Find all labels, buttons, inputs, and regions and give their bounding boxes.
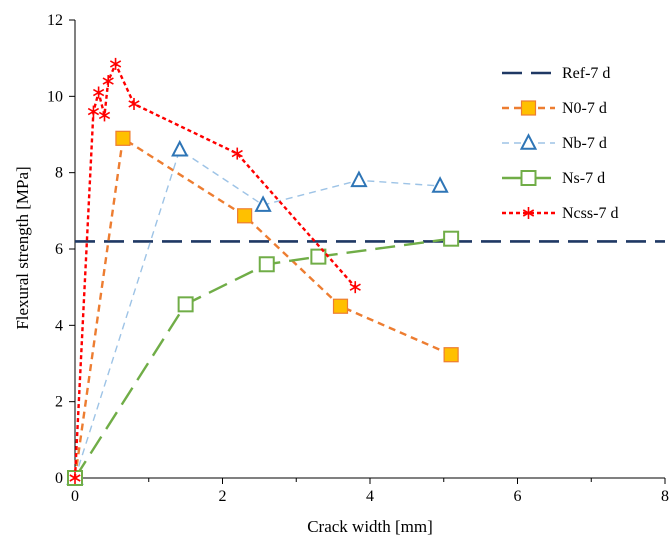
- legend-entry: Ns-7 d: [502, 170, 605, 187]
- legend-entry: Nb-7 d: [502, 133, 607, 152]
- asterisk-stroke: [98, 111, 111, 120]
- legend-entry: Ncss-7 d: [502, 205, 618, 222]
- legend-entry: N0-7 d: [502, 100, 607, 117]
- y-tick-label: 0: [55, 470, 63, 487]
- series-line: [74, 148, 441, 479]
- data-point-square: [443, 347, 459, 363]
- data-point-asterisk: [87, 105, 100, 118]
- y-axis-title: Flexural strength [MPa]: [13, 166, 32, 329]
- series-nb-7-d: [66, 139, 449, 485]
- legend-label: Nb-7 d: [562, 135, 607, 152]
- x-axis-title: Crack width [mm]: [307, 517, 433, 536]
- legend-label: Ncss-7 d: [562, 205, 618, 222]
- data-point-asterisk: [128, 97, 140, 110]
- data-point-square-open: [258, 256, 275, 273]
- legend-label: Ref-7 d: [562, 65, 610, 82]
- legend-label: N0-7 d: [562, 100, 607, 117]
- plot-frame: [74, 20, 665, 479]
- series-layer: [66, 57, 665, 486]
- asterisk-stroke: [92, 88, 105, 97]
- asterisk-stroke: [69, 474, 81, 482]
- x-tick-label: 8: [661, 488, 669, 505]
- y-tick-label: 6: [55, 241, 63, 258]
- data-point-square: [520, 100, 537, 116]
- x-tick-label: 6: [514, 488, 522, 505]
- legend: Ref-7 d N0-7 d Nb-7 d Ns-7 d Ncss-7 d: [502, 65, 618, 222]
- data-point-asterisk: [349, 281, 361, 294]
- data-point-asterisk: [109, 57, 122, 70]
- data-point-triangle: [519, 133, 538, 150]
- series-line: [73, 136, 452, 479]
- data-point-square-open: [520, 170, 537, 186]
- asterisk-stroke: [349, 283, 361, 291]
- asterisk-stroke: [128, 100, 140, 108]
- asterisk-stroke: [87, 107, 100, 116]
- data-point-asterisk: [231, 147, 243, 160]
- x-tick-label: 2: [219, 488, 227, 505]
- data-point-asterisk: [522, 207, 535, 219]
- series-line: [73, 60, 357, 479]
- series-n0-7-d: [67, 130, 459, 486]
- y-tick-label: 12: [47, 12, 63, 29]
- data-point-square-open: [310, 248, 327, 265]
- y-tick-label: 4: [55, 317, 63, 334]
- axis-ticks: 0 2 4 6 8 10 12 0 2 4 6 8: [47, 12, 669, 505]
- data-point-square: [332, 298, 349, 314]
- x-tick-label: 4: [366, 488, 374, 505]
- data-point-asterisk: [102, 75, 114, 88]
- data-point-square: [237, 208, 253, 224]
- asterisk-stroke: [102, 77, 114, 85]
- data-point-asterisk: [69, 472, 81, 484]
- data-point-square: [115, 130, 131, 146]
- data-point-square-open: [177, 296, 194, 313]
- asterisk-stroke: [522, 209, 535, 217]
- data-point-asterisk: [92, 86, 105, 99]
- series-ns-7-d: [67, 230, 460, 486]
- data-point-triangle: [350, 170, 368, 188]
- series-ncss-7-d: [69, 57, 361, 484]
- y-tick-label: 8: [55, 165, 63, 182]
- data-point-triangle: [254, 195, 272, 212]
- data-point-asterisk: [98, 109, 111, 122]
- data-point-triangle: [431, 176, 449, 193]
- x-tick-label: 0: [71, 488, 79, 505]
- legend-entry: Ref-7 d: [502, 65, 610, 82]
- asterisk-stroke: [231, 149, 243, 158]
- series-line: [73, 237, 452, 479]
- y-tick-label: 2: [55, 394, 63, 411]
- y-tick-label: 10: [47, 88, 63, 105]
- asterisk-stroke: [109, 60, 122, 68]
- data-point-triangle: [171, 139, 189, 157]
- data-point-square-open: [443, 230, 460, 247]
- legend-label: Ns-7 d: [562, 170, 605, 187]
